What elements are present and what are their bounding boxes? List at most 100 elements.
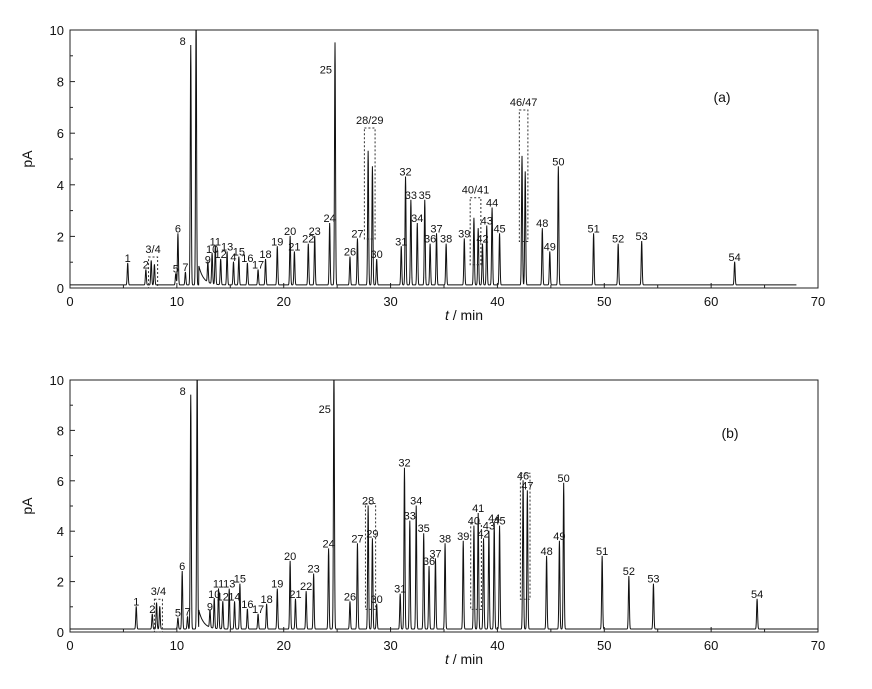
peak-label: 29 xyxy=(366,528,378,540)
panel-label: (a) xyxy=(713,89,730,105)
y-axis-title: pA xyxy=(19,150,35,168)
peak-label: 18 xyxy=(260,594,272,606)
peak-label: 33 xyxy=(405,190,417,202)
peak-label: 48 xyxy=(540,546,552,558)
peak-label: 32 xyxy=(399,167,411,179)
peak-label: 17 xyxy=(252,604,264,616)
peak-label: 14 xyxy=(228,591,240,603)
peak-label: 27 xyxy=(351,533,363,545)
peak-label: 41 xyxy=(472,503,484,515)
peak-group-box xyxy=(153,598,163,633)
peak-label: 43 xyxy=(481,216,493,228)
peak-label: 26 xyxy=(344,591,356,603)
peak-label: 20 xyxy=(284,226,296,238)
peak-group-label: 40/41 xyxy=(462,185,490,197)
peak-label: 26 xyxy=(344,247,356,259)
peak-label: 8 xyxy=(180,36,186,48)
peak-label: 50 xyxy=(552,156,564,168)
y-tick-label: 0 xyxy=(57,281,64,296)
peak-group-box xyxy=(363,127,376,240)
peak-group-box xyxy=(364,502,377,610)
peak-label: 17 xyxy=(252,260,264,272)
peak-label: 54 xyxy=(729,252,741,264)
peak-group-box xyxy=(518,109,529,243)
peak-label: 48 xyxy=(536,218,548,230)
peak-label: 13 xyxy=(223,579,235,591)
peak-group-label: 3/4 xyxy=(151,586,166,598)
peak-label: 15 xyxy=(233,247,245,259)
y-tick-label: 4 xyxy=(57,178,64,193)
peak-label: 47 xyxy=(521,480,533,492)
peak-label: 30 xyxy=(371,594,383,606)
x-tick-label: 60 xyxy=(704,294,718,309)
peak-group-label: 3/4 xyxy=(145,244,160,256)
peak-label: 30 xyxy=(371,249,383,261)
peak-label: 19 xyxy=(271,236,283,248)
peak-label: 12 xyxy=(217,591,229,603)
peak-group-box xyxy=(148,256,159,289)
peak-label: 10 xyxy=(208,589,220,601)
peak-label: 42 xyxy=(476,234,488,246)
peak-label: 6 xyxy=(179,561,185,573)
peak-label: 12 xyxy=(215,249,227,261)
x-axis-title: t / min xyxy=(445,307,483,323)
peak-label: 44 xyxy=(486,198,498,210)
peak-label: 10 xyxy=(206,244,218,256)
peak-label: 27 xyxy=(351,229,363,241)
y-tick-label: 8 xyxy=(57,423,64,438)
peak-group-label: 46/47 xyxy=(510,97,538,109)
x-tick-label: 50 xyxy=(597,294,611,309)
x-tick-label: 30 xyxy=(383,638,397,653)
x-tick-label: 0 xyxy=(66,294,73,309)
peak-label: 51 xyxy=(587,223,599,235)
y-tick-label: 10 xyxy=(50,373,64,388)
peak-label: 24 xyxy=(322,538,334,550)
peak-label: 40 xyxy=(468,516,480,528)
y-axis-title: pA xyxy=(19,497,35,515)
peak-label: 5 xyxy=(173,263,179,275)
peak-label: 25 xyxy=(320,64,332,76)
peak-label: 16 xyxy=(241,599,253,611)
peak-label: 49 xyxy=(544,241,556,253)
y-tick-label: 8 xyxy=(57,75,64,90)
peak-label: 39 xyxy=(458,229,470,241)
x-tick-label: 50 xyxy=(597,638,611,653)
peak-label: 49 xyxy=(553,531,565,543)
x-axis-title-symbol: t xyxy=(445,651,450,667)
x-tick-label: 0 xyxy=(66,638,73,653)
y-tick-label: 2 xyxy=(57,575,64,590)
x-tick-label: 10 xyxy=(170,294,184,309)
x-axis-title-symbol: t xyxy=(445,307,450,323)
peak-label: 11 xyxy=(210,236,221,248)
peak-label: 19 xyxy=(271,579,283,591)
peak-label: 20 xyxy=(284,551,296,563)
peak-label: 37 xyxy=(429,548,441,560)
peak-group-label: 28/29 xyxy=(356,115,384,127)
peak-label: 7 xyxy=(184,606,190,618)
peak-label: 22 xyxy=(300,581,312,593)
peak-label: 23 xyxy=(308,564,320,576)
peak-label: 22 xyxy=(302,234,314,246)
peak-label: 16 xyxy=(241,253,253,265)
peak-label: 7 xyxy=(182,262,188,274)
x-tick-label: 20 xyxy=(276,294,290,309)
peak-label: 9 xyxy=(207,601,213,613)
peak-label: 52 xyxy=(623,566,635,578)
peak-group-box xyxy=(519,472,531,600)
peak-group-box xyxy=(470,523,482,610)
peak-label: 21 xyxy=(288,241,300,253)
x-tick-label: 40 xyxy=(490,638,504,653)
peak-label: 36 xyxy=(423,556,435,568)
y-tick-label: 2 xyxy=(57,229,64,244)
peak-label: 1 xyxy=(125,253,131,265)
peak-label: 51 xyxy=(596,546,608,558)
peak-label: 13 xyxy=(221,241,233,253)
x-tick-label: 60 xyxy=(704,638,718,653)
peak-label: 34 xyxy=(411,213,423,225)
chromatogram-trace xyxy=(70,30,797,286)
x-axis-title-unit: / min xyxy=(449,307,483,323)
peak-group-box xyxy=(469,197,482,266)
